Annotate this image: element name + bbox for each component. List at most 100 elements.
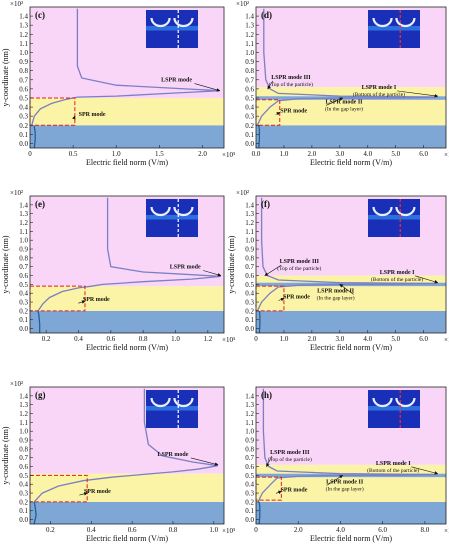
annotation-arrow — [275, 112, 281, 116]
inset-particle — [372, 17, 393, 28]
x-tick-label: 2.0 — [198, 150, 207, 158]
x-tick-label: 0.2 — [42, 335, 51, 343]
field-map-inset — [146, 390, 198, 428]
series-group — [257, 388, 438, 524]
y-tick-label: 0.4 — [245, 290, 254, 298]
x-tick-label: 0.6 — [106, 335, 115, 343]
layer-band — [30, 473, 224, 502]
y-tick-label: 0.1 — [245, 507, 254, 515]
y-tick-label: 0.9 — [245, 58, 254, 66]
y-tick-label: 0.7 — [19, 76, 28, 84]
x-tick-label: 6.0 — [378, 526, 387, 534]
x-axis-label: Electric field norm (V/m) — [310, 534, 392, 543]
x-tick-label: 0.0 — [252, 150, 261, 158]
y-tick-label: 0.4 — [245, 481, 254, 489]
x-tick-label: 2.0 — [308, 335, 317, 343]
annotation-sublabel: (In the gap layer) — [325, 105, 363, 112]
y-tick-label: 1.0 — [245, 428, 254, 436]
x-tick-label: 3.0 — [335, 150, 344, 158]
layer-band — [256, 99, 446, 126]
y-exponent-label: ×10² — [236, 189, 249, 197]
panel-5: 0.00.10.20.30.40.50.60.70.80.91.01.11.21… — [1, 380, 236, 543]
layer-band — [256, 501, 446, 524]
y-tick-label: 0.8 — [19, 445, 28, 453]
annotation-label: LSPR mode — [161, 78, 192, 84]
y-tick-label: 0.7 — [19, 263, 28, 271]
y-tick-label: 0.7 — [19, 454, 28, 462]
y-exponent-label: ×10² — [10, 189, 23, 197]
annotation-arrow — [190, 457, 219, 466]
y-tick-label: 1.0 — [19, 49, 28, 57]
y-tick-label: 0.2 — [19, 498, 28, 506]
x-exponent-label: ×10⁵ — [444, 527, 449, 535]
inset-particle — [173, 17, 194, 28]
y-axis-label: y-coordinate (nm) — [227, 235, 236, 293]
series-line — [257, 388, 438, 503]
x-tick-label: 8.0 — [421, 526, 430, 534]
x-tick-label: 1.0 — [112, 150, 121, 158]
y-tick-label: 0.0 — [19, 516, 28, 524]
y-tick-label: 1.0 — [245, 237, 254, 245]
y-tick-label: 1.0 — [19, 428, 28, 436]
y-tick-label: 0.6 — [245, 85, 254, 93]
x-tick-label: 1.2 — [203, 335, 212, 343]
layer-band — [30, 97, 224, 126]
annotation-label: LSPR mode II — [326, 99, 364, 105]
series-line — [33, 388, 219, 503]
x-tick-label: 2.0 — [294, 526, 303, 534]
y-tick-label: 1.4 — [19, 13, 28, 21]
y-tick-label: 1.3 — [245, 401, 254, 409]
inset-particle — [150, 206, 171, 217]
annotation-arrow — [203, 270, 222, 277]
annotation-sublabel: (In the gap layer) — [317, 294, 355, 301]
annotation-arrow — [415, 275, 439, 284]
annotation-label: SPR mode — [280, 109, 307, 115]
x-tick-label: 6.0 — [419, 335, 428, 343]
y-tick-label: 0.5 — [19, 281, 28, 289]
y-tick-label: 0.0 — [19, 325, 28, 333]
y-tick-label: 1.3 — [245, 22, 254, 30]
annotation-arrow — [194, 83, 221, 92]
y-tick-label: 1.0 — [19, 237, 28, 245]
layer-band — [256, 464, 446, 474]
x-exponent-label: ×10⁵ — [444, 336, 449, 344]
panel-6: 0.00.10.20.30.40.50.60.70.80.91.01.11.21… — [245, 386, 449, 543]
y-tick-label: 1.2 — [245, 219, 254, 227]
y-tick-label: 1.4 — [19, 201, 28, 209]
series-group — [33, 388, 219, 524]
y-tick-label: 1.2 — [19, 31, 28, 39]
annotation-arrow — [396, 90, 439, 98]
plot-frame — [255, 386, 447, 525]
plot-frame — [255, 6, 447, 149]
x-tick-label: 0.4 — [74, 335, 83, 343]
panel-3: 0.00.10.20.30.40.50.60.70.80.91.01.11.21… — [1, 189, 236, 352]
series-group — [37, 197, 221, 333]
plot-frame — [29, 386, 225, 525]
inset-layer — [368, 25, 420, 31]
y-tick-label: 1.1 — [19, 419, 28, 427]
layer-band — [256, 310, 446, 333]
y-tick-label: 0.0 — [245, 325, 254, 333]
x-axis-label: Electric field norm (V/m) — [310, 158, 392, 167]
annotation-arrow — [266, 456, 273, 468]
y-tick-label: 0.4 — [19, 290, 28, 298]
y-tick-label: 0.1 — [245, 316, 254, 324]
y-tick-label: 0.2 — [245, 498, 254, 506]
y-tick-label: 1.4 — [245, 201, 254, 209]
y-tick-label: 0.5 — [19, 472, 28, 480]
panel-label: (d) — [261, 10, 272, 20]
field-map-inset — [368, 199, 420, 237]
x-tick-label: 1.5 — [155, 150, 164, 158]
inset-layer — [146, 405, 198, 411]
x-tick-label: 1.0 — [280, 335, 289, 343]
x-tick-label: 1.0 — [280, 150, 289, 158]
y-tick-label: 1.1 — [19, 40, 28, 48]
y-tick-label: 0.6 — [245, 463, 254, 471]
y-tick-label: 0.8 — [245, 445, 254, 453]
y-tick-label: 0.3 — [19, 490, 28, 498]
y-tick-label: 0.6 — [19, 272, 28, 280]
layer-band — [30, 501, 224, 524]
plot-frame — [255, 195, 447, 334]
y-tick-label: 0.1 — [19, 507, 28, 515]
y-tick-label: 1.0 — [245, 49, 254, 57]
